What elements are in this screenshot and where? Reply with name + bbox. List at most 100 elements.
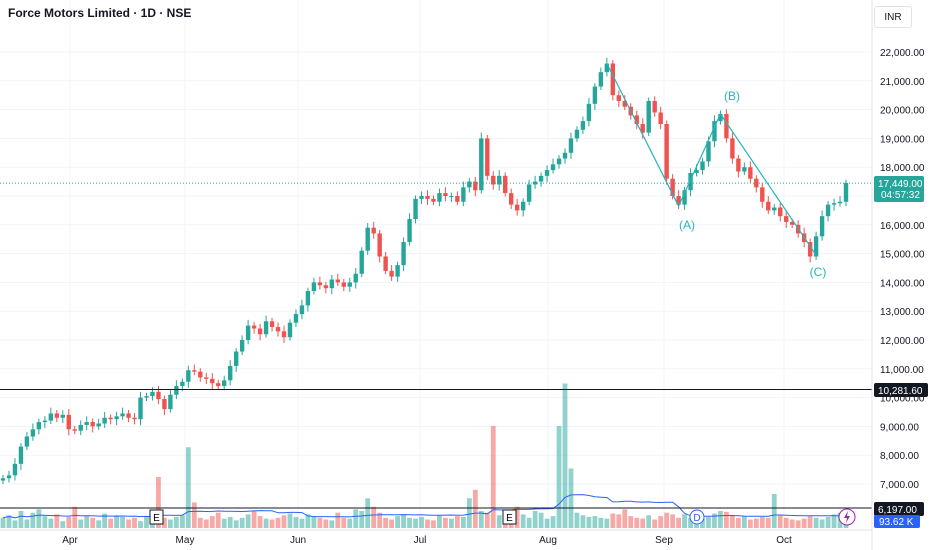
candle-body: [479, 138, 484, 191]
candle-body: [562, 152, 568, 159]
candle-body: [556, 158, 562, 165]
volume-bar: [209, 516, 215, 528]
volume-bar: [712, 513, 717, 528]
volume-bar: [568, 468, 574, 528]
y-tick-label: 20,000.00: [880, 106, 925, 117]
dividend-marker[interactable]: D: [689, 509, 705, 525]
currency-button[interactable]: INR: [874, 6, 912, 28]
candle-body: [742, 167, 747, 172]
candle-body: [700, 161, 705, 171]
volume-bar: [437, 515, 442, 528]
volume-bar: [431, 520, 436, 528]
candle-body: [96, 423, 101, 427]
candle-body: [514, 204, 520, 211]
candle-body: [365, 227, 370, 251]
candle-body: [526, 184, 532, 202]
last-price-tag: 17,449.00 04:57:32: [874, 176, 924, 202]
volume-bar: [24, 519, 30, 528]
volume-bar: [335, 512, 341, 528]
volume-bar: [18, 511, 24, 528]
candle-body: [311, 282, 317, 292]
volume-bar: [72, 506, 78, 528]
volume-bar: [162, 517, 167, 528]
volume-bar: [490, 426, 496, 528]
volume-bar: [706, 516, 711, 528]
volume-bar: [305, 514, 311, 528]
volume-bar: [496, 515, 502, 528]
wave-label-c-text: (C): [810, 265, 827, 279]
candle-body: [610, 63, 616, 96]
volume-bar: [144, 516, 149, 528]
volume-bar: [813, 517, 819, 528]
volume-bar: [466, 498, 472, 528]
volume-badge: 93.62 K: [874, 515, 920, 528]
volume-bar: [323, 519, 329, 528]
earnings-marker-2[interactable]: E: [502, 509, 517, 525]
candle-body: [66, 414, 71, 430]
candle-body: [227, 365, 233, 381]
volume-bar: [831, 514, 837, 528]
candle-body: [335, 279, 341, 283]
volume-bars: [0, 383, 849, 528]
volume-bar: [454, 516, 460, 528]
volume-bar: [96, 520, 102, 528]
candle-body: [520, 201, 526, 211]
wave-label-a: (A): [679, 218, 695, 232]
last-price-value: 17,449.00: [878, 179, 923, 190]
volume-bar: [425, 519, 430, 528]
candle-body: [150, 391, 155, 397]
candle-body: [245, 325, 251, 340]
volume-bar: [275, 517, 281, 528]
candle-body: [275, 327, 281, 332]
volume-bar: [389, 519, 395, 528]
candle-body: [204, 377, 209, 379]
volume-bar: [173, 516, 179, 528]
candle-body: [347, 282, 352, 287]
candle-body: [425, 196, 430, 199]
volume-bar: [227, 516, 233, 528]
volume-bar: [777, 515, 783, 528]
volume-bar: [514, 506, 520, 528]
volume-bar: [419, 516, 424, 528]
countdown-value: 04:57:32: [881, 190, 920, 201]
candle-body: [825, 204, 831, 217]
candle-body: [84, 422, 89, 425]
candle-body: [0, 478, 6, 481]
volume-bar: [652, 519, 658, 528]
candle-body: [419, 196, 424, 199]
wave-path: [606, 63, 817, 256]
volume-bar: [807, 516, 813, 528]
candle-body: [30, 429, 36, 437]
volume-bar: [203, 519, 209, 528]
volume-bar: [269, 519, 275, 528]
wave-label-c: (C): [810, 265, 827, 279]
earnings-marker-1[interactable]: E: [149, 509, 164, 525]
candle-body: [210, 378, 215, 384]
volume-bar: [795, 520, 801, 528]
wave-label-b-text: (B): [724, 89, 740, 103]
candle-body: [54, 413, 60, 418]
volume-bar: [78, 519, 84, 528]
lightning-icon[interactable]: [838, 508, 856, 526]
candle-body: [323, 285, 329, 289]
candle-body: [114, 416, 119, 420]
candle-body: [508, 193, 514, 205]
volume-bar: [114, 515, 119, 528]
candle-body: [359, 250, 364, 274]
candle-body: [622, 100, 627, 107]
volume-bar: [359, 511, 365, 528]
volume-bar: [251, 511, 257, 528]
candle-body: [407, 219, 412, 243]
volume-bar: [60, 521, 66, 528]
y-tick-label: 9,000.00: [880, 422, 919, 433]
candle-body: [377, 233, 382, 257]
wave-label-a-text: (A): [679, 218, 695, 232]
volume-bar: [12, 520, 18, 528]
candle-body: [652, 100, 657, 113]
volume-bar: [759, 516, 765, 528]
volume-bar: [520, 514, 526, 528]
candle-body: [688, 172, 693, 191]
candle-body: [174, 386, 179, 395]
candle-body: [12, 463, 18, 476]
